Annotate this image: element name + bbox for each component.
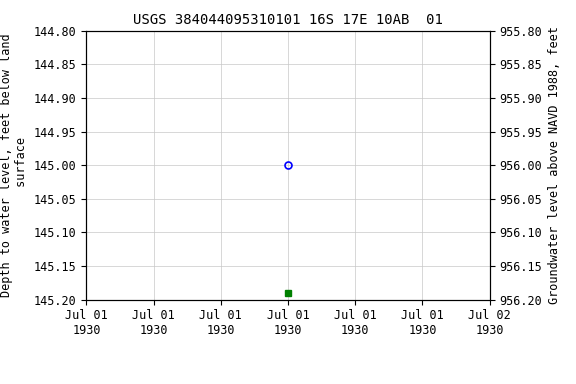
Y-axis label: Groundwater level above NAVD 1988, feet: Groundwater level above NAVD 1988, feet [548, 26, 560, 304]
Y-axis label: Depth to water level, feet below land
 surface: Depth to water level, feet below land su… [1, 33, 28, 297]
Title: USGS 384044095310101 16S 17E 10AB  01: USGS 384044095310101 16S 17E 10AB 01 [133, 13, 443, 27]
